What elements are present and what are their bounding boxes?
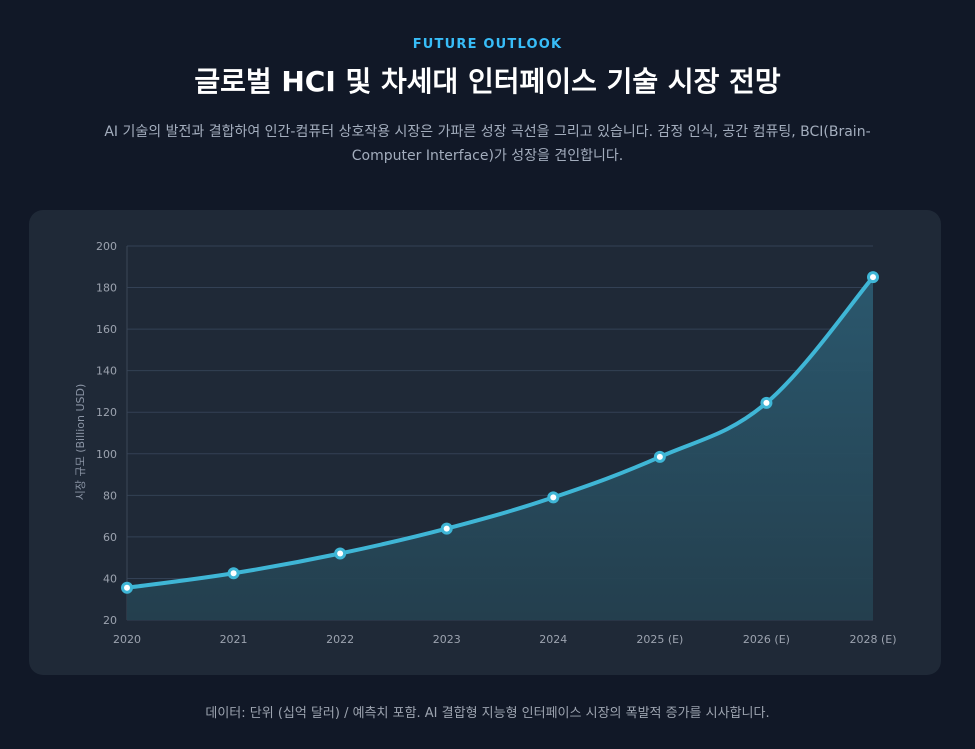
x-tick-label: 2022: [326, 633, 354, 646]
page-description: AI 기술의 발전과 결합하여 인간-컴퓨터 상호작용 시장은 가파른 성장 곡…: [104, 124, 871, 164]
x-tick-label: 2023: [433, 633, 461, 646]
series-area: [127, 277, 873, 620]
eyebrow-label: FUTURE OUTLOOK: [412, 37, 563, 52]
y-tick-label: 100: [96, 448, 117, 461]
chart-footnote: 데이터: 단위 (십억 달러) / 예측치 포함. AI 결합형 지능형 인터페…: [205, 706, 770, 721]
data-point-center: [550, 494, 557, 501]
y-tick-label: 200: [96, 240, 117, 253]
x-tick-label: 2021: [220, 633, 248, 646]
y-tick-label: 180: [96, 282, 117, 295]
y-tick-label: 120: [96, 406, 117, 419]
x-tick-label: 2025 (E): [636, 633, 683, 646]
data-point-center: [763, 399, 770, 406]
y-tick-label: 140: [96, 365, 117, 378]
market-growth-chart: 2020 2021 2022 2023 2024 2025 (E) 2026 (E) 2028…: [74, 240, 897, 646]
x-tick-label: 2026 (E): [743, 633, 790, 646]
y-tick-label: 40: [103, 572, 117, 585]
data-point-center: [656, 453, 663, 460]
y-tick-label: 160: [96, 323, 117, 336]
data-point-center: [337, 550, 344, 557]
y-axis-label: 시장 규모 (Billion USD): [74, 384, 87, 501]
data-point-center: [124, 584, 130, 591]
y-tick-label: 20: [103, 614, 117, 627]
y-tick-label: 60: [103, 531, 117, 544]
data-point-center: [230, 570, 237, 577]
chart-card: 2020 2021 2022 2023 2024 2025 (E) 2026 (E) 2028…: [29, 210, 941, 675]
data-point-center: [870, 274, 876, 281]
x-tick-label: 2024: [539, 633, 567, 646]
x-tick-label: 2028 (E): [849, 633, 896, 646]
page-title: 글로벌 HCI 및 차세대 인터페이스 기술 시장 전망: [194, 65, 781, 98]
x-tick-label: 2020: [113, 633, 141, 646]
data-point-center: [443, 525, 450, 532]
y-tick-label: 80: [103, 489, 117, 502]
